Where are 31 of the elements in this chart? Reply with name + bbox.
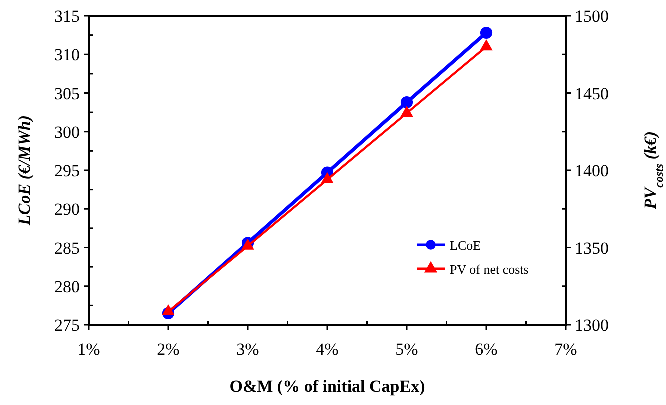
y-tick-label: 305: [54, 84, 80, 104]
point: [480, 40, 493, 51]
y2-tick-label: 1500: [575, 7, 609, 26]
y2-tick-label: 1300: [575, 316, 609, 335]
y2-tick-label: 1350: [575, 238, 609, 258]
y-tick-label: 315: [54, 7, 80, 26]
y-tick-label: 285: [54, 238, 80, 258]
legend-label: PV of net costs: [450, 262, 529, 277]
y-tick-label: 300: [54, 122, 80, 142]
point: [400, 96, 414, 109]
y2-tick-label: 1400: [575, 162, 609, 180]
x-tick-label: 4%: [316, 340, 339, 359]
point: [400, 106, 414, 118]
point: [162, 304, 175, 316]
x-tick-label: 5%: [396, 340, 418, 359]
point: [321, 172, 334, 184]
x-tick-label: 3%: [236, 340, 260, 359]
y-tick-label: 290: [54, 200, 80, 220]
x-tick-label: 7%: [554, 340, 578, 359]
point: [480, 26, 493, 40]
y-axis-title: LCoE (€/MWh): [15, 115, 34, 227]
x-tick-label: 1%: [78, 340, 100, 359]
x-tick-label: 6%: [475, 340, 498, 359]
y-tick-label: 275: [54, 316, 80, 335]
y2-tick-label: 1450: [575, 84, 609, 104]
x-axis-title: O&M (% of initial CapEx): [230, 377, 426, 396]
y-tick-label: 295: [54, 162, 80, 180]
x-tick-label: 2%: [157, 340, 180, 359]
y-tick-label: 280: [54, 277, 80, 296]
y-tick-label: 310: [54, 46, 80, 65]
legend-label: LCoE: [450, 238, 482, 253]
